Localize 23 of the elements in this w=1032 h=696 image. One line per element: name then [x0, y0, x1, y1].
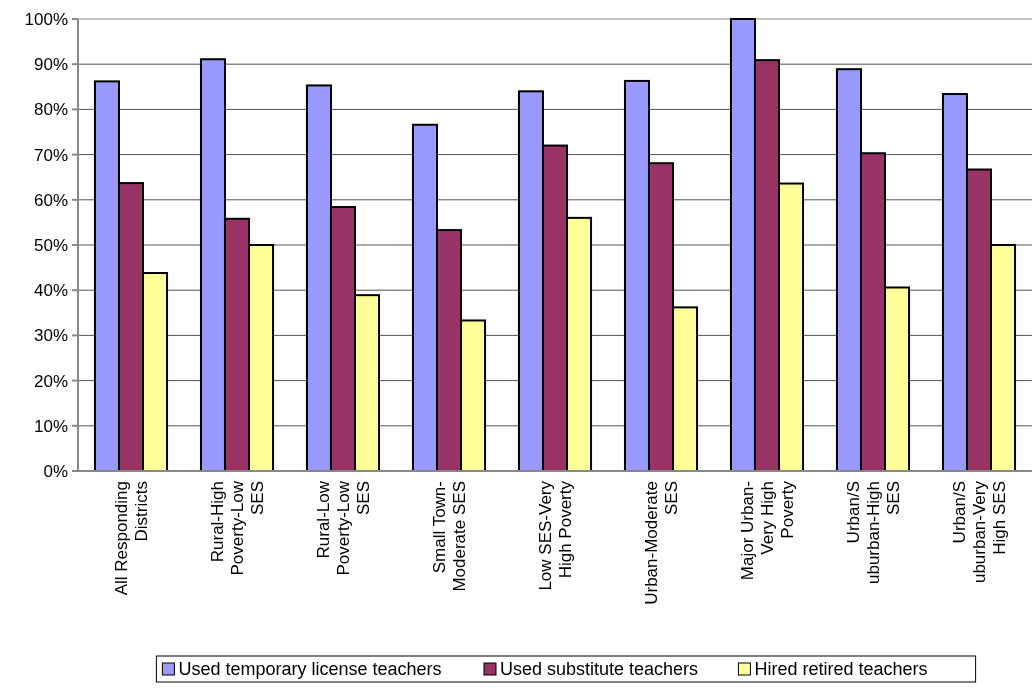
legend-label: Used temporary license teachers [178, 659, 442, 680]
y-tick-label: 40% [33, 281, 68, 301]
y-tick-label: 100% [24, 9, 68, 29]
x-tick-label: Low SES-Very High Poverty [535, 480, 575, 591]
y-tick-label: 70% [33, 145, 68, 165]
legend-label: Hired retired teachers [754, 659, 928, 680]
x-tick-label: Urban/S uburban-High SES [843, 481, 903, 585]
x-tick-label: Rural-High Poverty-Low SES [207, 480, 267, 576]
y-tick-label: 0% [43, 461, 68, 481]
y-tick-label: 20% [33, 371, 68, 391]
legend-label: Used substitute teachers [500, 659, 699, 680]
x-tick-label: Urban/S uburban-Very High SES [949, 480, 1009, 584]
x-tick-label: Small Town- Moderate SES [429, 481, 469, 592]
x-tick-label: Rural-Low Poverty-Low SES [313, 480, 373, 576]
x-tick-label: All Responding Districts [111, 481, 151, 596]
x-tick-label: Major Urban- Very High Poverty [737, 480, 797, 581]
x-tick-label: Urban-Moderate SES [641, 481, 681, 605]
y-tick-label: 80% [33, 100, 68, 120]
y-tick-label: 10% [33, 416, 68, 436]
y-tick-label: 50% [33, 235, 68, 255]
y-tick-label: 90% [33, 55, 68, 75]
y-tick-label: 60% [33, 190, 68, 210]
y-tick-label: 30% [33, 326, 68, 346]
